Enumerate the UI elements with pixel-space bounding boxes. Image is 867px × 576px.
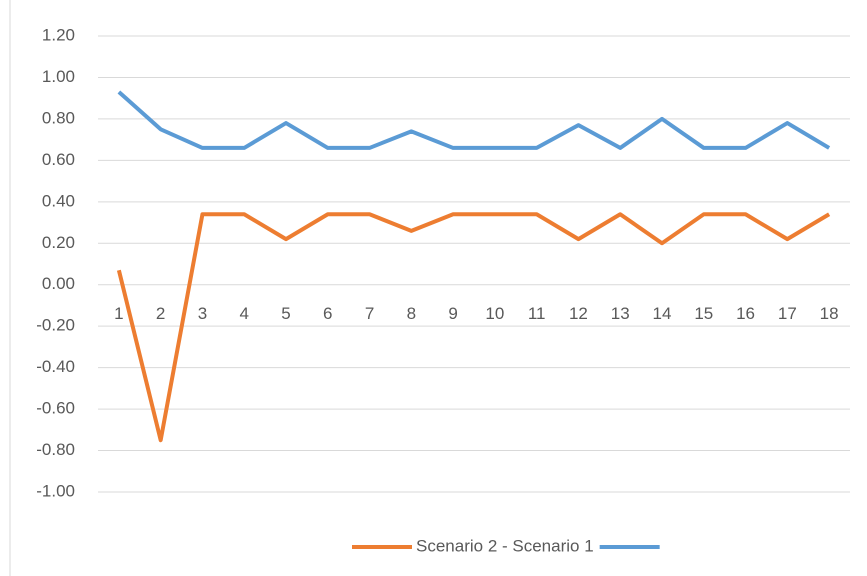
y-tick-label: 1.00 bbox=[42, 67, 75, 86]
x-tick-label: 5 bbox=[281, 304, 290, 323]
x-tick-label: 17 bbox=[778, 304, 797, 323]
y-tick-label: -0.20 bbox=[36, 316, 75, 335]
y-tick-label: 1.20 bbox=[42, 25, 75, 44]
x-tick-label: 3 bbox=[198, 304, 207, 323]
x-tick-label: 9 bbox=[448, 304, 457, 323]
x-tick-label: 7 bbox=[365, 304, 374, 323]
y-tick-label: 0.40 bbox=[42, 191, 75, 210]
y-tick-label: -0.80 bbox=[36, 440, 75, 459]
line-series bbox=[119, 214, 829, 440]
x-tick-label: 6 bbox=[323, 304, 332, 323]
line-series bbox=[119, 92, 829, 148]
x-tick-label: 10 bbox=[485, 304, 504, 323]
y-tick-label: -0.40 bbox=[36, 357, 75, 376]
x-tick-label: 18 bbox=[820, 304, 839, 323]
x-tick-label: 12 bbox=[569, 304, 588, 323]
x-tick-label: 4 bbox=[239, 304, 248, 323]
x-tick-label: 11 bbox=[528, 304, 546, 323]
chart: 1.20 1.00 0.80 0.60 0.40 0.20 0.00 -0.20 -0.40 -0… bbox=[0, 0, 867, 576]
x-tick-label: 1 bbox=[114, 304, 123, 323]
x-tick-label: 2 bbox=[156, 304, 165, 323]
x-tick-label: 8 bbox=[407, 304, 416, 323]
y-tick-label: 0.80 bbox=[42, 108, 75, 127]
y-tick-label: -0.60 bbox=[36, 399, 75, 418]
y-tick-label: 0.00 bbox=[42, 274, 75, 293]
y-tick-label: -1.00 bbox=[36, 481, 75, 500]
x-tick-label: 16 bbox=[736, 304, 755, 323]
x-tick-label: 15 bbox=[694, 304, 713, 323]
y-tick-label: 0.60 bbox=[42, 150, 75, 169]
y-tick-label: 0.20 bbox=[42, 233, 75, 252]
x-tick-label: 13 bbox=[611, 304, 630, 323]
legend-label: Scenario 2 - Scenario 1 bbox=[416, 536, 594, 555]
x-tick-label: 14 bbox=[653, 304, 672, 323]
